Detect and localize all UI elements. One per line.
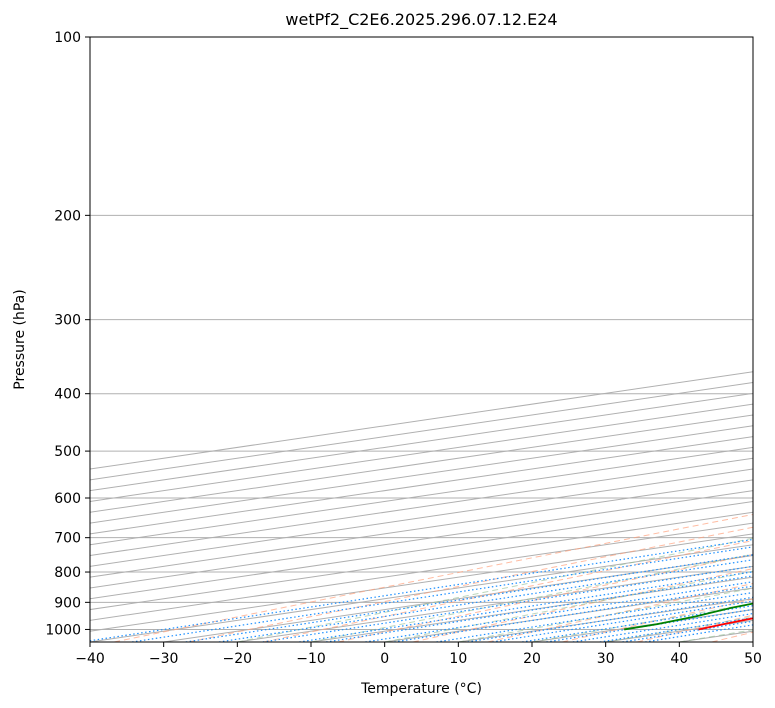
y-tick-label: 600 [54, 491, 81, 507]
y-tick-label: 800 [54, 565, 81, 581]
isotherm-line [90, 533, 753, 632]
x-tick-label: 20 [523, 651, 541, 667]
isotherm-line [90, 490, 753, 589]
y-tick-label: 500 [54, 444, 81, 460]
x-tick-label: 10 [449, 651, 467, 667]
isotherm-lines [90, 371, 753, 642]
y-tick-label: 700 [54, 531, 81, 547]
x-tick-label: 50 [744, 651, 762, 667]
plot-area: -100-90-80-70-60-50-40-30-20-10010203040… [90, 37, 753, 642]
x-tick-label: 0 [380, 651, 389, 667]
chart-title: wetPf2_C2E6.2025.296.07.12.E24 [285, 10, 557, 30]
dry-adiabat [188, 526, 753, 642]
isotherm-line [90, 522, 753, 621]
dry-adiabat-lines [114, 513, 753, 642]
isotherm-line [90, 457, 753, 557]
mixing-ratio-line [546, 608, 753, 642]
isotherm-line [90, 500, 753, 600]
mixing-ratio-line [218, 559, 753, 642]
x-tick-label: −10 [296, 651, 326, 667]
y-tick-label: 200 [54, 208, 81, 224]
mixing-ratio-line [492, 600, 753, 642]
isotherm-line [90, 468, 753, 567]
y-axis-label: Pressure (hPa) [12, 289, 28, 389]
y-tick-label: 100 [54, 30, 81, 46]
x-tick-label: 30 [597, 651, 615, 667]
y-axis-ticks: 100 200 300 400 500 600 700 800 900 1000 [45, 30, 90, 638]
y-tick-label: 900 [54, 595, 81, 611]
y-tick-label: 400 [54, 387, 81, 403]
mixing-ratio-line [90, 538, 753, 642]
y-tick-label: 1000 [45, 622, 81, 638]
x-tick-label: −40 [75, 651, 105, 667]
mixing-ratio-line [185, 554, 753, 642]
isotherm-line [90, 511, 753, 611]
x-tick-label: 40 [670, 651, 688, 667]
moist-adiabat [310, 553, 753, 642]
y-tick-label: 300 [54, 313, 81, 329]
x-axis-ticks: −40 −30 −20 −10 0 10 20 30 40 50 [75, 642, 762, 667]
x-axis-label: Temperature (°C) [360, 681, 482, 697]
x-tick-label: −20 [223, 651, 253, 667]
isotherm-line [90, 446, 753, 546]
x-tick-label: −30 [149, 651, 179, 667]
mixing-ratio-line [262, 565, 753, 642]
dry-adiabat [114, 513, 753, 642]
moist-adiabat-lines [237, 537, 753, 642]
plot-frame [89, 36, 754, 643]
isotherm-line [90, 479, 753, 578]
